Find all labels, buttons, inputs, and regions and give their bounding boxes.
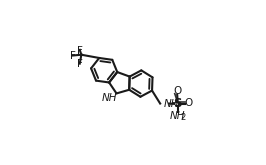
Text: O: O [173, 86, 181, 96]
Text: NH: NH [170, 111, 185, 121]
Text: S: S [173, 97, 182, 110]
Text: NH: NH [101, 93, 117, 103]
Text: O: O [184, 98, 193, 108]
Text: F: F [77, 47, 83, 56]
Text: F: F [69, 51, 75, 61]
Text: NH: NH [164, 99, 180, 109]
Text: 2: 2 [180, 113, 185, 122]
Text: F: F [77, 59, 83, 69]
